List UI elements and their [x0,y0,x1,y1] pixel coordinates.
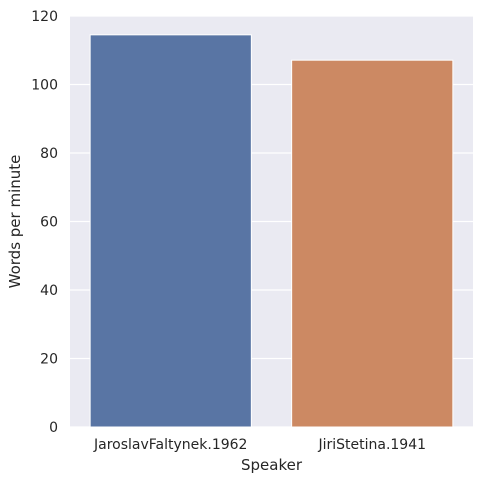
x-tick-label-1: JiriStetina.1941 [317,437,426,453]
y-tick-label-20: 20 [40,352,58,368]
x-tick-labels: JaroslavFaltynek.1962 JiriStetina.1941 [93,437,426,453]
y-tick-label-120: 120 [31,9,58,25]
y-tick-labels: 0 20 40 60 80 100 120 [31,9,58,436]
y-axis-label: Words per minute [6,155,24,289]
bars [89,34,454,428]
y-tick-label-40: 40 [40,283,58,299]
bar-jiristetina-1941 [291,59,454,428]
y-tick-label-80: 80 [40,146,58,162]
x-tick-label-0: JaroslavFaltynek.1962 [93,437,247,453]
y-tick-label-60: 60 [40,215,58,231]
bar-jaroslavfaltynek-1962 [89,34,252,428]
y-tick-label-0: 0 [49,420,58,436]
y-tick-label-100: 100 [31,78,58,94]
x-axis-label: Speaker [241,456,303,474]
